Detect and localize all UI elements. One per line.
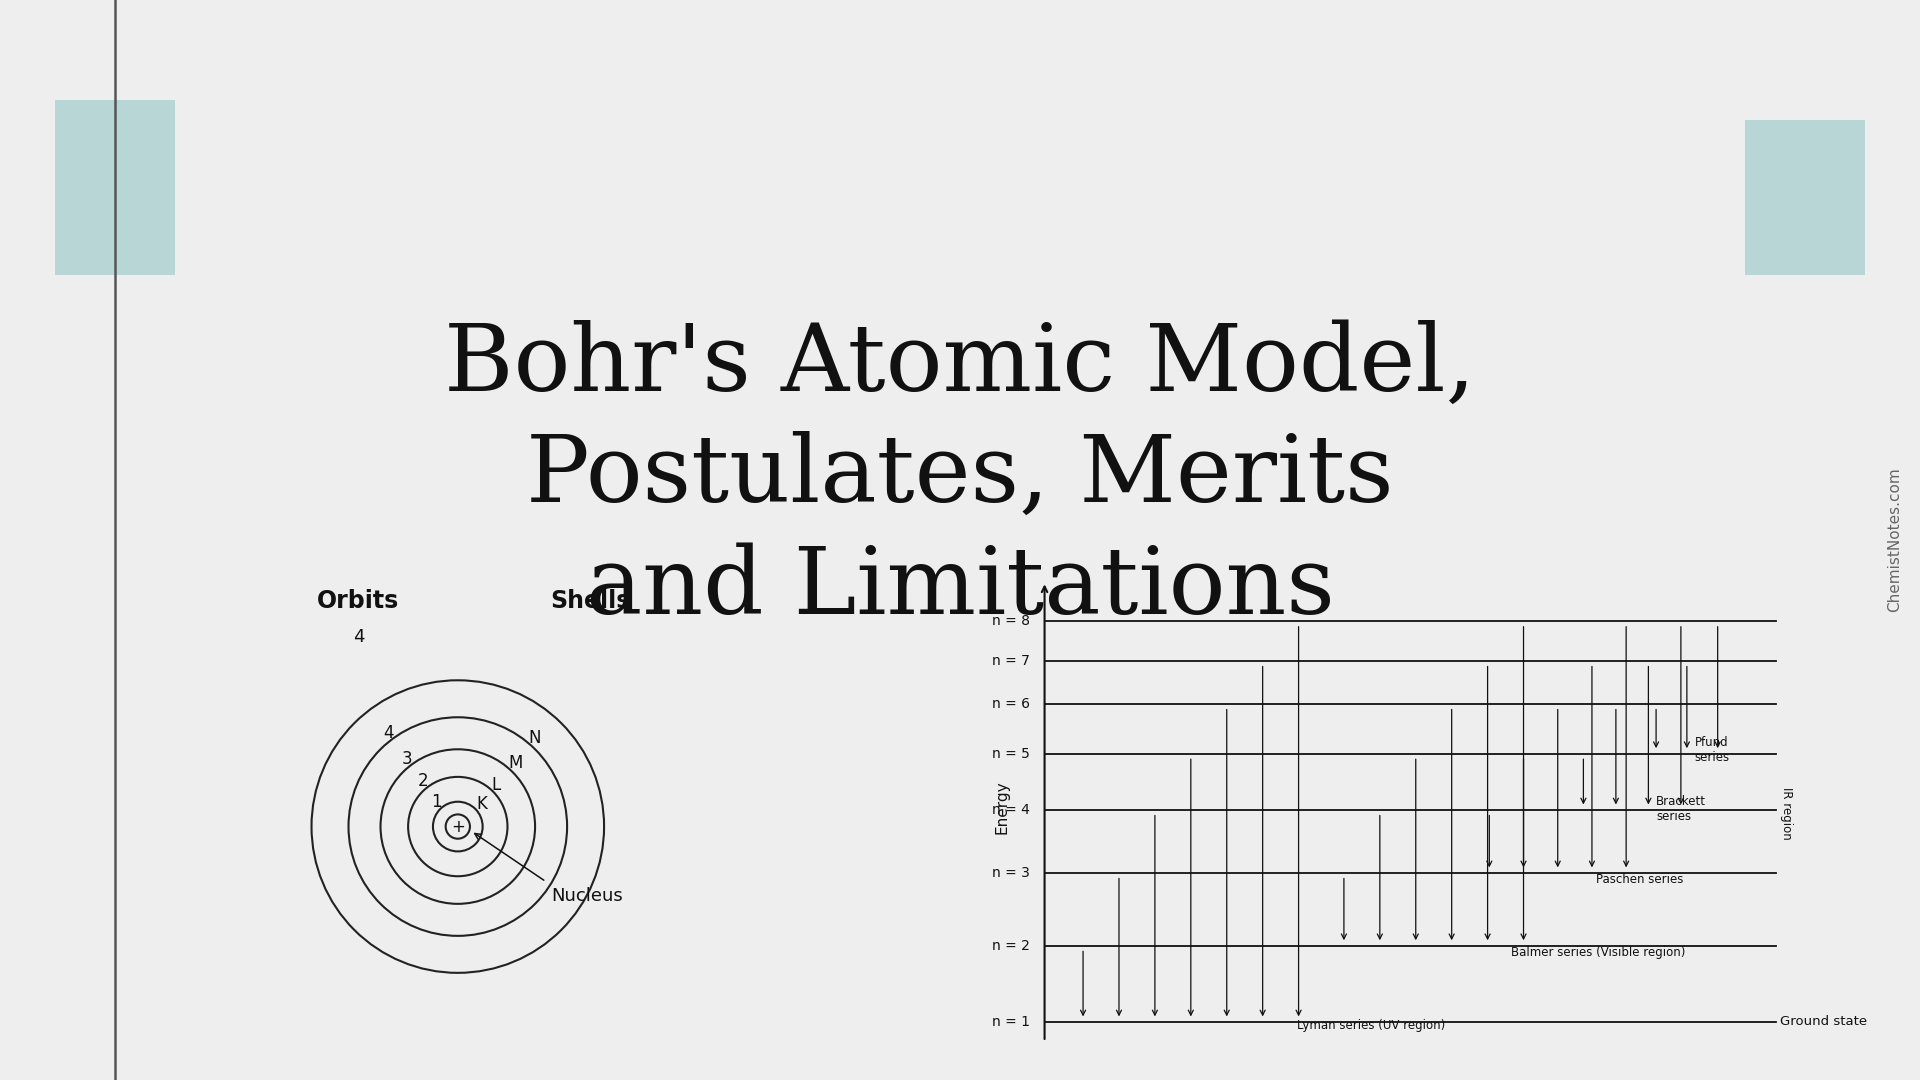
Text: Brackett
series: Brackett series: [1657, 795, 1707, 823]
Text: 4: 4: [384, 724, 394, 742]
Text: L: L: [492, 775, 501, 794]
Text: 3: 3: [401, 750, 413, 768]
Text: IR region: IR region: [1780, 787, 1793, 839]
Text: n = 3: n = 3: [993, 866, 1029, 880]
Text: Lyman series (UV region): Lyman series (UV region): [1296, 1018, 1446, 1031]
Text: n = 5: n = 5: [993, 746, 1029, 760]
Text: Pfund
series: Pfund series: [1695, 735, 1730, 764]
Text: Balmer series (Visible region): Balmer series (Visible region): [1511, 946, 1686, 959]
Text: 1: 1: [432, 793, 442, 811]
Text: +: +: [451, 818, 465, 836]
Text: n = 6: n = 6: [993, 697, 1029, 711]
Text: Bohr's Atomic Model,
Postulates, Merits
and Limitations: Bohr's Atomic Model, Postulates, Merits …: [444, 320, 1476, 633]
Text: Paschen series: Paschen series: [1596, 873, 1684, 887]
Text: n = 4: n = 4: [993, 804, 1029, 816]
Text: M: M: [509, 754, 522, 772]
Text: n = 7: n = 7: [993, 654, 1029, 667]
Text: Nucleus: Nucleus: [551, 888, 624, 905]
Text: Shells: Shells: [551, 590, 630, 613]
Text: Orbits: Orbits: [317, 590, 399, 613]
Bar: [56, 100, 175, 275]
Text: n = 2: n = 2: [993, 939, 1029, 953]
Text: ChemistNotes.com: ChemistNotes.com: [1887, 468, 1903, 612]
Text: 2: 2: [417, 772, 428, 791]
Text: N: N: [528, 729, 541, 746]
Text: n = 1: n = 1: [993, 1015, 1029, 1029]
Text: n = 8: n = 8: [993, 615, 1029, 629]
Text: Ground state: Ground state: [1780, 1015, 1868, 1028]
Text: 4: 4: [353, 627, 365, 646]
Text: K: K: [476, 795, 488, 813]
Text: Energy: Energy: [995, 780, 1010, 834]
Bar: [1745, 120, 1864, 275]
